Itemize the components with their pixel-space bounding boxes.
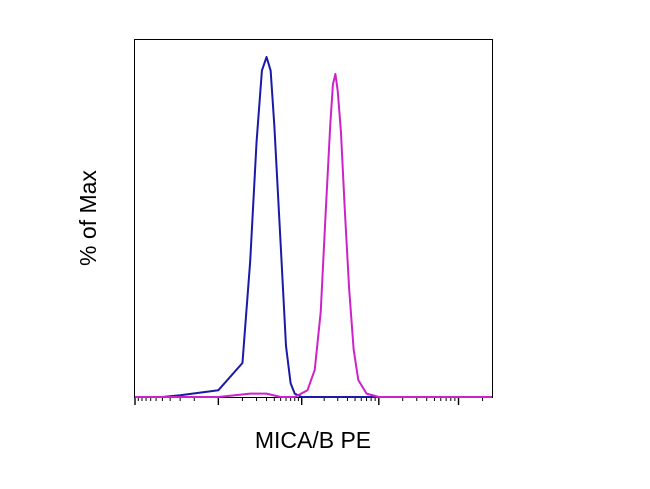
x-axis-label: MICA/B PE xyxy=(255,427,371,453)
x-axis-ticks xyxy=(134,397,484,405)
series-layer xyxy=(135,56,492,398)
histogram-series-1 xyxy=(135,56,492,398)
plot-frame xyxy=(134,39,493,398)
y-axis-label: % of Max xyxy=(75,170,101,266)
histogram-series-2 xyxy=(135,73,492,398)
